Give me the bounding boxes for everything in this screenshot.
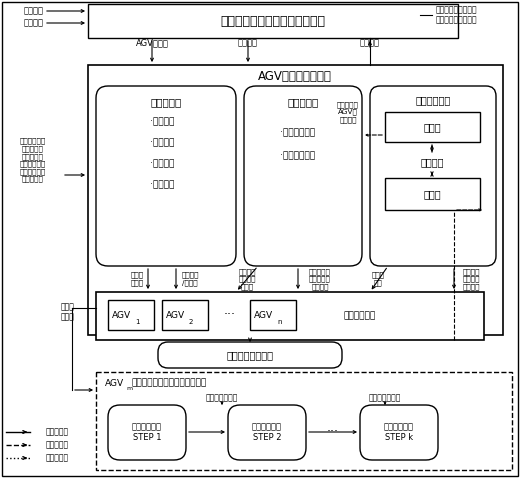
Text: 交通流动态预测: 交通流动态预测: [369, 394, 401, 402]
Text: 任务反馈: 任务反馈: [360, 38, 380, 47]
Text: ·信息采集: ·信息采集: [150, 117, 174, 126]
Text: AGV: AGV: [253, 310, 272, 319]
FancyBboxPatch shape: [360, 405, 438, 460]
FancyBboxPatch shape: [385, 178, 480, 210]
Text: AGV: AGV: [105, 378, 124, 388]
Text: （常规模式）: （常规模式）: [344, 311, 376, 320]
Text: 完成本任
务的路径
优化信息: 完成本任 务的路径 优化信息: [462, 268, 480, 290]
Text: ·信息传输: ·信息传输: [150, 138, 174, 148]
FancyBboxPatch shape: [385, 112, 480, 142]
Text: ·信息融合: ·信息融合: [150, 181, 174, 190]
FancyBboxPatch shape: [108, 405, 186, 460]
FancyBboxPatch shape: [250, 300, 296, 330]
Text: 交通流动态预测: 交通流动态预测: [206, 394, 238, 402]
Text: 未来交通流
分布的滚动
预测信息: 未来交通流 分布的滚动 预测信息: [309, 268, 331, 290]
Text: n: n: [277, 319, 281, 325]
Text: 码头管理信息系统（上层系统）: 码头管理信息系统（上层系统）: [220, 14, 326, 27]
Text: ·信息存储: ·信息存储: [150, 160, 174, 169]
Text: AGV任务集: AGV任务集: [136, 38, 168, 47]
Text: 上一任
务完成: 上一任 务完成: [131, 272, 144, 286]
Text: 应急信息: 应急信息: [24, 7, 44, 15]
Text: 自由路径规划
STEP 2: 自由路径规划 STEP 2: [252, 422, 282, 442]
FancyBboxPatch shape: [88, 65, 503, 335]
FancyBboxPatch shape: [228, 405, 306, 460]
Text: 数据挖掘: 数据挖掘: [420, 157, 444, 167]
FancyBboxPatch shape: [96, 86, 236, 266]
Text: 当前时刻
交通流分
布信息: 当前时刻 交通流分 布信息: [238, 268, 256, 290]
Text: 路径信息流: 路径信息流: [45, 454, 69, 463]
Text: 知识库: 知识库: [423, 122, 441, 132]
Text: AGV群智能调度系统: AGV群智能调度系统: [258, 69, 332, 82]
Text: 实例库: 实例库: [423, 189, 441, 199]
Text: 1: 1: [135, 319, 139, 325]
Text: 任务不确定
AGV的
虚拟路径: 任务不确定 AGV的 虚拟路径: [337, 101, 359, 123]
FancyBboxPatch shape: [370, 86, 496, 266]
Text: 故障信息: 故障信息: [24, 19, 44, 27]
Text: ···: ···: [327, 425, 339, 438]
Text: 应急任务: 应急任务: [238, 38, 258, 47]
Text: 实时交通流: 实时交通流: [150, 97, 181, 107]
Text: m: m: [126, 386, 132, 391]
Text: ···: ···: [224, 308, 236, 321]
Text: 调度知识管理: 调度知识管理: [415, 95, 451, 105]
Text: ·自洽交通规则: ·自洽交通规则: [280, 151, 316, 160]
FancyBboxPatch shape: [162, 300, 208, 330]
Text: 状态信息流: 状态信息流: [45, 427, 69, 436]
Text: 2: 2: [189, 319, 193, 325]
Text: 自由路径规划
STEP k: 自由路径规划 STEP k: [384, 422, 414, 442]
Text: 任务信息流: 任务信息流: [45, 441, 69, 449]
FancyBboxPatch shape: [244, 86, 362, 266]
Text: 自由路径规划
STEP 1: 自由路径规划 STEP 1: [132, 422, 162, 442]
Text: ·地理信息系统: ·地理信息系统: [280, 128, 316, 137]
Text: 交通流预测: 交通流预测: [288, 97, 319, 107]
Text: 本次任
务完成: 本次任 务完成: [61, 302, 75, 322]
Text: 任务分配
/重分配: 任务分配 /重分配: [181, 272, 199, 286]
Text: 响应任务（拥堵）等: 响应任务（拥堵）等: [435, 15, 477, 24]
FancyBboxPatch shape: [88, 4, 458, 38]
Text: 可选路
径集: 可选路 径集: [371, 272, 385, 286]
FancyBboxPatch shape: [96, 292, 484, 340]
Text: 实时状态信息
（万位、速
度、作业状
态、任务优先
级、故障、安
全报警等）: 实时状态信息 （万位、速 度、作业状 态、任务优先 级、故障、安 全报警等）: [20, 137, 46, 182]
Text: 任务完成、无法及时: 任务完成、无法及时: [435, 5, 477, 14]
Text: AGV: AGV: [165, 310, 185, 319]
Text: AGV: AGV: [111, 310, 131, 319]
Text: （应急模式，作业优先级最高）: （应急模式，作业优先级最高）: [132, 378, 207, 388]
FancyBboxPatch shape: [158, 342, 342, 368]
FancyBboxPatch shape: [108, 300, 154, 330]
Text: 当前任务路径规划: 当前任务路径规划: [227, 350, 274, 360]
